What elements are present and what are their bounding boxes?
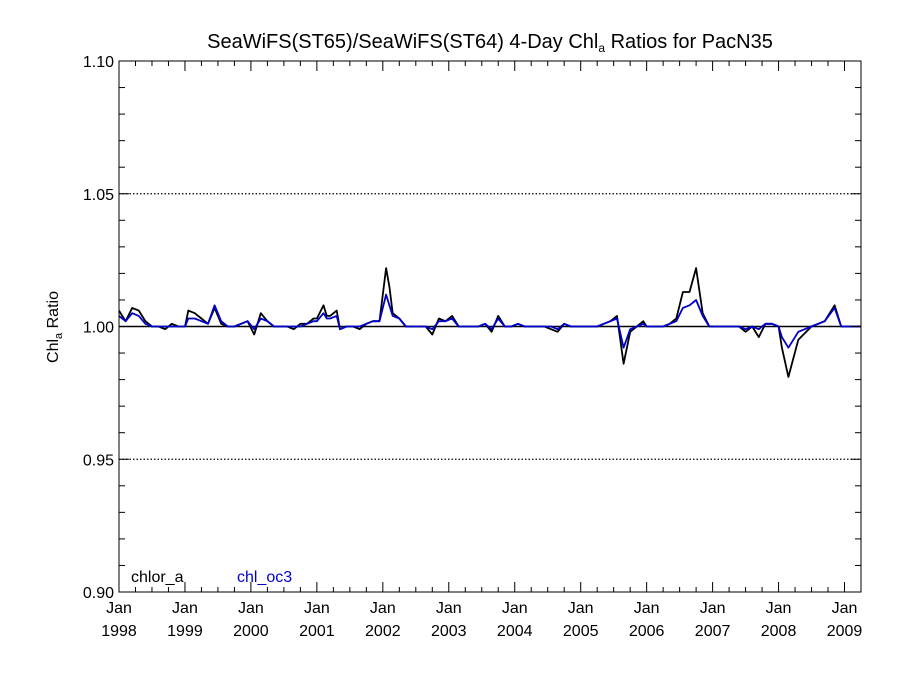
- y-tick-labels: 0.90 0.95 1.00 1.05 1.10: [83, 54, 114, 602]
- x-tick-label-year: 2003: [431, 623, 467, 640]
- x-tick-label-year: 2002: [365, 623, 401, 640]
- gridlines: [119, 193, 861, 460]
- x-tick-label-month: Jan: [106, 600, 132, 617]
- x-tick-label-year: 2004: [497, 623, 533, 640]
- x-tick-label-month: Jan: [502, 600, 528, 617]
- x-tick-label-year: 2005: [563, 623, 599, 640]
- x-tick-label-month: Jan: [700, 600, 726, 617]
- x-tick-label-year: 1999: [167, 623, 203, 640]
- y-tick-label: 1.05: [83, 187, 114, 204]
- legend-item-chlor-a: chlor_a: [131, 569, 184, 586]
- x-tick-label-year: 2000: [233, 623, 269, 640]
- x-tick-label-month: Jan: [832, 600, 858, 617]
- x-tick-label-month: Jan: [568, 600, 594, 617]
- x-tick-label-month: Jan: [172, 600, 198, 617]
- x-tick-label-year: 2007: [695, 623, 731, 640]
- legend: chlor_a chl_oc3: [131, 569, 292, 586]
- axis-ticks: [118, 60, 862, 593]
- x-tick-label-month: Jan: [370, 600, 396, 617]
- x-tick-label-year: 2001: [299, 623, 335, 640]
- x-tick-label-month: Jan: [238, 600, 264, 617]
- y-tick-label: 1.00: [83, 320, 114, 337]
- y-tick-label: 0.90: [83, 585, 114, 602]
- y-axis-label: Chla Ratio: [45, 291, 65, 363]
- y-tick-label: 1.10: [83, 54, 114, 71]
- x-tick-label-month: Jan: [766, 600, 792, 617]
- x-tick-label-month: Jan: [436, 600, 462, 617]
- x-tick-label-year: 1998: [101, 623, 137, 640]
- series-lines: [118, 267, 861, 378]
- x-tick-labels: Jan 1998 Jan 1999 Jan 2000 Jan 2001 Jan 2002 Jan 20…: [101, 600, 862, 640]
- chart-title: SeaWiFS(ST65)/SeaWiFS(ST64) 4-Day Chla R…: [207, 31, 773, 55]
- x-tick-label-month: Jan: [634, 600, 660, 617]
- x-tick-label-year: 2006: [629, 623, 665, 640]
- series-line-chl-oc3: [118, 293, 861, 349]
- x-tick-label-year: 2009: [827, 623, 863, 640]
- legend-item-chl-oc3: chl_oc3: [237, 569, 292, 586]
- x-tick-label-month: Jan: [304, 600, 330, 617]
- y-tick-label: 0.95: [83, 452, 114, 469]
- x-tick-label-year: 2008: [761, 623, 797, 640]
- series-line-chlor-a: [118, 267, 861, 378]
